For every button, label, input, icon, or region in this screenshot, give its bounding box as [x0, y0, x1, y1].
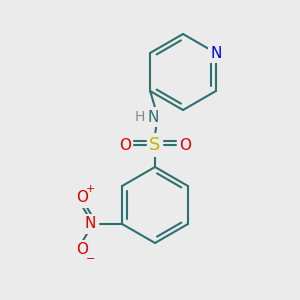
- Text: O: O: [179, 137, 191, 152]
- Text: S: S: [149, 136, 161, 154]
- Text: O: O: [119, 137, 131, 152]
- Text: +: +: [85, 184, 95, 194]
- Text: N: N: [84, 217, 96, 232]
- Text: N: N: [210, 46, 222, 61]
- Text: −: −: [85, 254, 95, 264]
- Text: N: N: [147, 110, 159, 124]
- Text: O: O: [76, 242, 88, 257]
- Text: H: H: [135, 110, 145, 124]
- Text: O: O: [76, 190, 88, 206]
